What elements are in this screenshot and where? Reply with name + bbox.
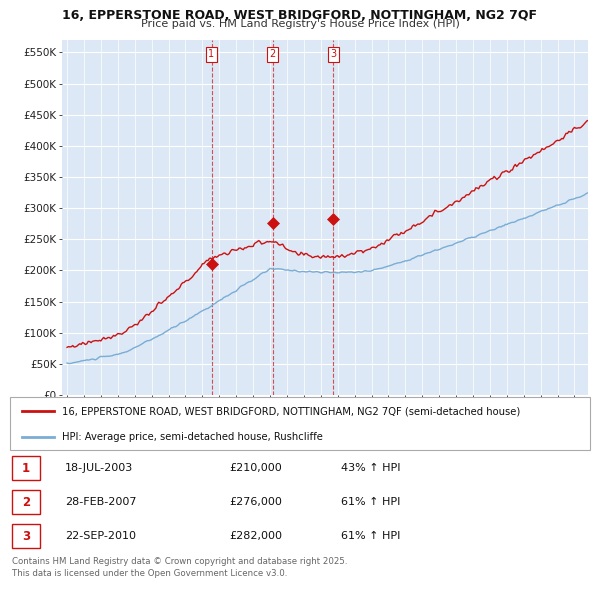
Text: £282,000: £282,000: [229, 531, 283, 541]
Text: 2: 2: [269, 49, 276, 59]
Text: 61% ↑ HPI: 61% ↑ HPI: [341, 497, 401, 507]
Text: 16, EPPERSTONE ROAD, WEST BRIDGFORD, NOTTINGHAM, NG2 7QF: 16, EPPERSTONE ROAD, WEST BRIDGFORD, NOT…: [62, 9, 538, 22]
Text: 3: 3: [330, 49, 336, 59]
Text: HPI: Average price, semi-detached house, Rushcliffe: HPI: Average price, semi-detached house,…: [62, 432, 323, 442]
Text: 1: 1: [208, 49, 215, 59]
Text: 61% ↑ HPI: 61% ↑ HPI: [341, 531, 401, 541]
Text: Price paid vs. HM Land Registry's House Price Index (HPI): Price paid vs. HM Land Registry's House …: [140, 19, 460, 29]
Text: £276,000: £276,000: [229, 497, 283, 507]
Text: 18-JUL-2003: 18-JUL-2003: [65, 463, 133, 473]
Text: 43% ↑ HPI: 43% ↑ HPI: [341, 463, 401, 473]
Text: 22-SEP-2010: 22-SEP-2010: [65, 531, 136, 541]
FancyBboxPatch shape: [12, 490, 40, 514]
Text: 3: 3: [22, 529, 30, 542]
Text: Contains HM Land Registry data © Crown copyright and database right 2025.
This d: Contains HM Land Registry data © Crown c…: [12, 557, 347, 578]
Text: £210,000: £210,000: [229, 463, 282, 473]
FancyBboxPatch shape: [10, 397, 590, 450]
Text: 2: 2: [22, 496, 30, 509]
FancyBboxPatch shape: [12, 455, 40, 480]
Text: 16, EPPERSTONE ROAD, WEST BRIDGFORD, NOTTINGHAM, NG2 7QF (semi-detached house): 16, EPPERSTONE ROAD, WEST BRIDGFORD, NOT…: [62, 407, 520, 417]
FancyBboxPatch shape: [12, 524, 40, 548]
Text: 1: 1: [22, 461, 30, 474]
Text: 28-FEB-2007: 28-FEB-2007: [65, 497, 136, 507]
